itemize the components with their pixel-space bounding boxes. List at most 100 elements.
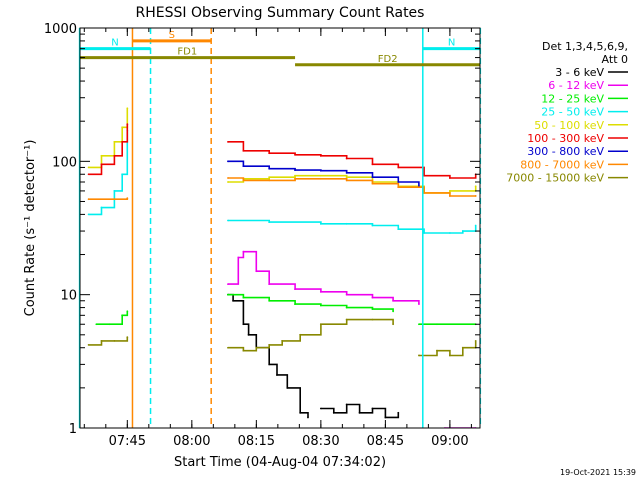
series-point: [255, 270, 258, 273]
legend-label-2: 12 - 25 keV: [541, 92, 604, 105]
series-point: [371, 163, 374, 166]
series-point: [227, 140, 229, 143]
series-point: [255, 346, 258, 349]
series-point: [371, 407, 374, 410]
series-point: [423, 174, 425, 177]
series-point: [358, 411, 361, 414]
series-point: [319, 304, 322, 307]
series-line-7-segment-1: [228, 177, 476, 197]
series-point: [121, 140, 124, 143]
series-point: [113, 140, 116, 143]
series-point: [392, 323, 395, 326]
series-point: [448, 232, 451, 234]
series-point: [268, 221, 271, 224]
series-point: [242, 165, 245, 168]
series-point: [474, 340, 477, 342]
series-point: [448, 177, 451, 179]
series-point: [100, 206, 103, 209]
legend-label-0: 3 - 6 keV: [555, 66, 604, 79]
series-point: [126, 310, 129, 313]
flag-label-4: FD2: [378, 54, 398, 65]
series-point: [232, 299, 235, 302]
series-point: [126, 123, 129, 126]
y-axis-label: Count Rate (s⁻¹ detector⁻¹): [23, 140, 38, 317]
series-point: [108, 323, 111, 326]
series-point: [286, 386, 289, 389]
series-point: [319, 177, 322, 180]
series-point: [448, 354, 451, 357]
series-point: [227, 219, 229, 222]
series-point: [474, 195, 477, 197]
series-point: [242, 149, 245, 152]
series-point: [319, 169, 322, 172]
legend-label-1: 6 - 12 keV: [548, 79, 604, 92]
series-point: [423, 232, 425, 234]
series-point: [294, 177, 296, 180]
series-point: [87, 344, 90, 346]
series-point: [294, 303, 296, 305]
legend-label-8: 7000 - 15000 keV: [506, 172, 604, 185]
series-point: [268, 179, 271, 182]
x-tick-label: 08:15: [238, 434, 275, 449]
series-point: [113, 190, 116, 192]
series-point: [345, 222, 348, 225]
series-point: [448, 195, 451, 197]
series-point: [299, 333, 302, 336]
series-layer: [87, 107, 477, 428]
series-point: [227, 181, 229, 183]
series-point: [418, 323, 420, 326]
series-point: [242, 250, 245, 253]
x-tick-label: 08:45: [367, 434, 404, 449]
series-point: [371, 182, 374, 185]
series-point: [418, 303, 420, 305]
series-point: [126, 197, 129, 199]
series-point: [371, 318, 374, 321]
y-tick-label: 1: [69, 422, 77, 437]
series-point: [319, 290, 322, 293]
x-tick-label: 08:30: [302, 434, 339, 449]
series-point: [227, 160, 229, 163]
series-point: [268, 167, 271, 170]
series-point: [100, 340, 103, 342]
series-point: [294, 174, 296, 177]
y-tick-label: 10: [60, 289, 77, 304]
flag-label-0: S: [169, 30, 175, 41]
series-point: [121, 314, 124, 317]
series-point: [281, 340, 284, 342]
legend-header-line-2: Att 0: [602, 53, 628, 66]
series-point: [276, 374, 278, 376]
series-point: [268, 299, 271, 302]
series-point: [384, 416, 387, 419]
series-point: [294, 169, 296, 171]
flag-label-2: N: [448, 38, 455, 49]
series-point: [268, 283, 271, 286]
footer-timestamp: 19-Oct-2021 15:39: [560, 468, 636, 477]
series-point: [397, 228, 400, 231]
series-point: [332, 411, 335, 414]
x-tick-label: 09:00: [431, 434, 468, 449]
series-point: [87, 213, 90, 216]
flag-label-1: N: [111, 38, 118, 49]
series-line-2-segment-0: [96, 311, 129, 325]
series-point: [345, 306, 348, 309]
legend-label-6: 300 - 800 keV: [527, 145, 604, 158]
series-point: [345, 176, 348, 179]
series-point: [121, 126, 124, 129]
series-point: [345, 293, 348, 296]
legend-label-3: 25 - 50 keV: [541, 106, 604, 119]
series-point: [268, 363, 271, 366]
series-point: [268, 152, 271, 155]
series-point: [392, 299, 395, 302]
series-point: [268, 176, 271, 179]
series-point: [247, 333, 250, 336]
series-point: [242, 296, 245, 299]
series-line-8-segment-0: [88, 337, 129, 346]
series-point: [113, 154, 116, 157]
series-point: [242, 179, 245, 182]
axis-layer: 07:45 08:00 08:15 08:30 08:45 09:00 1 10 100 1000: [44, 22, 480, 449]
series-point: [121, 173, 124, 176]
series-point: [294, 288, 296, 291]
series-point: [397, 411, 400, 414]
